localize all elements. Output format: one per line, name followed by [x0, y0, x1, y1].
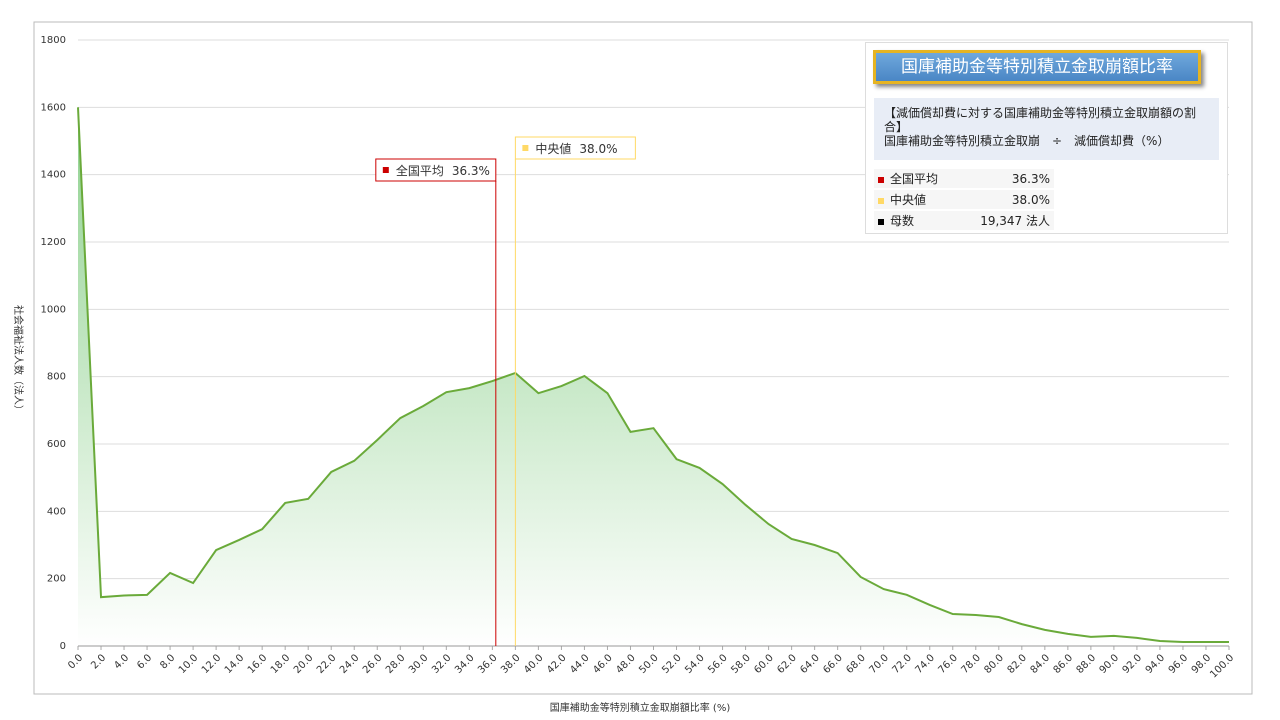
x-tick-label: 86.0 — [1052, 652, 1076, 676]
annotation-value: 36.3% — [452, 164, 490, 178]
panel-description: 【減価償却費に対する国庫補助金等特別積立金取崩額の割合】 国庫補助金等特別積立金… — [874, 98, 1219, 160]
line — [77, 107, 1229, 643]
area — [78, 107, 1229, 647]
y-tick-label: 1600 — [41, 102, 66, 113]
x-tick-label: 2.0 — [89, 652, 108, 671]
x-tick-label: 64.0 — [798, 652, 822, 676]
x-tick-label: 70.0 — [867, 652, 891, 676]
x-tick-label: 8.0 — [158, 652, 177, 671]
stats-table: 全国平均 36.3% 中央値 38.0% 母数 19,347 法人 — [874, 167, 1054, 232]
x-tick-label: 24.0 — [338, 652, 362, 676]
y-tick-label: 600 — [47, 439, 66, 450]
x-tick-label: 14.0 — [223, 652, 247, 676]
stats-name: 中央値 — [890, 193, 927, 207]
x-tick-label: 56.0 — [706, 652, 730, 676]
x-tick-label: 48.0 — [614, 652, 638, 676]
annotation-box — [514, 136, 636, 160]
x-tick-label: 78.0 — [960, 652, 984, 676]
x-tick-label: 38.0 — [499, 652, 523, 676]
swatch — [878, 197, 884, 204]
x-tick-label: 40.0 — [522, 652, 546, 676]
y-tick-label: 1200 — [41, 237, 66, 248]
y-axis-title: 社会福祉法人数（法人） — [12, 305, 25, 415]
y-tick-label: 1400 — [41, 170, 66, 181]
x-tick-label: 32.0 — [430, 652, 454, 676]
stats-value: 36.3% — [952, 169, 1054, 188]
panel-title: 国庫補助金等特別積立金取崩額比率 — [873, 50, 1201, 84]
stats-name: 母数 — [890, 214, 915, 228]
info-panel: 国庫補助金等特別積立金取崩額比率 【減価償却費に対する国庫補助金等特別積立金取崩… — [865, 42, 1228, 234]
x-tick-label: 44.0 — [568, 652, 592, 676]
x-tick-label: 68.0 — [844, 652, 868, 676]
x-tick-label: 60.0 — [752, 652, 776, 676]
swatch — [878, 176, 884, 183]
x-tick-label: 92.0 — [1121, 652, 1145, 676]
annotation-swatch — [522, 145, 529, 151]
x-tick-label: 58.0 — [729, 652, 753, 676]
annotation-value: 38.0% — [579, 142, 617, 156]
x-tick-label: 100.0 — [1208, 652, 1236, 680]
stats-value: 38.0% — [952, 190, 1054, 209]
y-tick-label: 800 — [47, 372, 66, 383]
y-tick-label: 0 — [60, 641, 66, 652]
annotation-label: 中央値 38.0% — [535, 141, 617, 156]
stats-value: 19,347 法人 — [952, 211, 1054, 230]
x-tick-label: 12.0 — [200, 652, 224, 676]
x-tick-label: 84.0 — [1029, 652, 1053, 676]
stats-row: 全国平均 36.3% — [874, 169, 1054, 188]
x-tick-label: 74.0 — [913, 652, 937, 676]
annotation-label: 全国平均 36.3% — [396, 163, 490, 178]
x-tick-label: 26.0 — [361, 652, 385, 676]
x-tick-label: 88.0 — [1075, 652, 1099, 676]
annotation-name: 全国平均 — [396, 163, 444, 178]
y-tick-label: 1800 — [41, 35, 66, 46]
x-tick-label: 10.0 — [177, 652, 201, 676]
stats-key: 母数 — [874, 211, 952, 230]
y-tick-label: 400 — [47, 506, 66, 517]
description-line: 【減価償却費に対する国庫補助金等特別積立金取崩額の割合】 — [884, 106, 1197, 134]
chart-frame — [33, 21, 1253, 695]
x-tick-label: 52.0 — [660, 652, 684, 676]
x-tick-label: 94.0 — [1144, 652, 1168, 676]
x-tick-label: 28.0 — [384, 652, 408, 676]
x-tick-label: 36.0 — [476, 652, 500, 676]
description-line: 国庫補助金等特別積立金取崩 ÷ 減価償却費（%） — [884, 134, 1170, 148]
x-tick-label: 4.0 — [112, 652, 131, 671]
x-tick-label: 72.0 — [890, 652, 914, 676]
x-tick-label: 82.0 — [1006, 652, 1030, 676]
stats-key: 全国平均 — [874, 169, 952, 188]
x-tick-label: 22.0 — [315, 652, 339, 676]
swatch — [878, 218, 884, 225]
stats-key: 中央値 — [874, 190, 952, 209]
y-tick-label: 1000 — [41, 304, 66, 315]
stats-row: 中央値 38.0% — [874, 190, 1054, 209]
x-tick-label: 42.0 — [545, 652, 569, 676]
x-tick-label: 62.0 — [775, 652, 799, 676]
x-tick-label: 46.0 — [591, 652, 615, 676]
x-tick-label: 96.0 — [1167, 652, 1191, 676]
y-tick-label: 200 — [47, 574, 66, 585]
x-tick-label: 50.0 — [637, 652, 661, 676]
x-axis-title: 国庫補助金等特別積立金取崩額比率 (%) — [550, 701, 731, 714]
x-tick-label: 30.0 — [407, 652, 431, 676]
x-tick-label: 80.0 — [983, 652, 1007, 676]
stats-name: 全国平均 — [890, 172, 939, 186]
x-tick-label: 76.0 — [936, 652, 960, 676]
x-tick-label: 54.0 — [683, 652, 707, 676]
x-tick-label: 34.0 — [453, 652, 477, 676]
annotation-box — [375, 158, 497, 182]
x-tick-label: 6.0 — [135, 652, 154, 671]
x-tick-label: 66.0 — [821, 652, 845, 676]
x-tick-label: 16.0 — [246, 652, 270, 676]
x-tick-label: 20.0 — [292, 652, 316, 676]
annotation-name: 中央値 — [535, 141, 571, 156]
stats-row: 母数 19,347 法人 — [874, 211, 1054, 230]
annotation-swatch — [382, 167, 389, 173]
x-tick-label: 0.0 — [66, 652, 85, 671]
x-tick-label: 90.0 — [1098, 652, 1122, 676]
x-tick-label: 18.0 — [269, 652, 293, 676]
